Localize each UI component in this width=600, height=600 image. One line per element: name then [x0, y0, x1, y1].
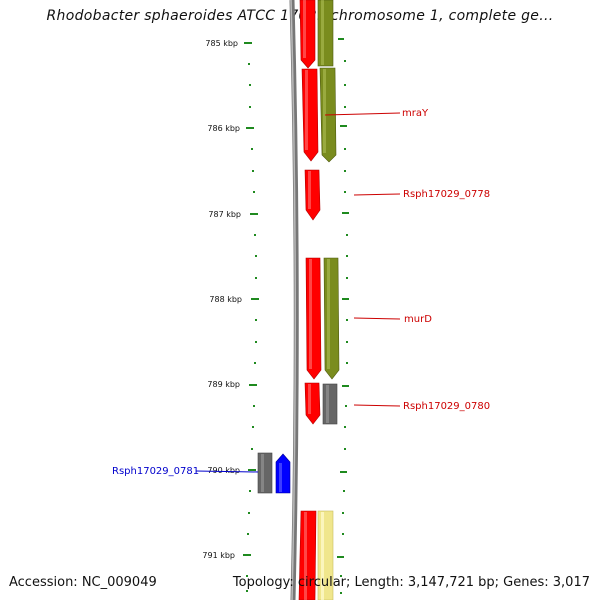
gene-arrow: [304, 382, 321, 425]
gene-arrow: [304, 169, 321, 221]
accession-text: Accession: NC_009049: [9, 575, 157, 590]
leader-line-mraY: [324, 112, 401, 116]
scale-label-789: 789 kbp: [207, 380, 240, 389]
scale-ticks-left: [243, 42, 259, 592]
gene-arrow: [299, 0, 316, 69]
gene-label-rsph0780[interactable]: Rsph17029_0780: [403, 401, 490, 412]
gene-arrow-blue[interactable]: [275, 453, 291, 494]
scale-label-785: 785 kbp: [205, 39, 238, 48]
map-title: Rhodobacter sphaeroides ATCC 17029 chrom…: [46, 8, 554, 24]
gene-label-mraY[interactable]: mraY: [402, 108, 429, 119]
gene-label-rsph0781[interactable]: Rsph17029_0781: [112, 466, 199, 477]
scale-ticks-right: [337, 38, 349, 594]
gene-block: [317, 0, 334, 67]
scale-label-788: 788 kbp: [209, 295, 242, 304]
gene-label-murD[interactable]: murD: [404, 314, 432, 325]
leader-line-murD: [353, 317, 401, 320]
leader-line-0781: [195, 470, 259, 473]
scale-label-791: 791 kbp: [202, 551, 235, 560]
genome-summary-text: Topology: circular; Length: 3,147,721 bp…: [232, 575, 590, 590]
gene-arrow: [301, 68, 319, 162]
genome-backbone-highlight: [290, 0, 297, 600]
gene-block-gray-left[interactable]: [257, 452, 273, 494]
gene-arrow: [298, 510, 317, 600]
gene-block-gray[interactable]: [322, 383, 338, 425]
scale-label-790: 790 kbp: [207, 466, 240, 475]
genome-backbone: [289, 0, 299, 600]
scale-label-787: 787 kbp: [208, 210, 241, 219]
leader-line-0778: [353, 193, 401, 196]
scale-label-786: 786 kbp: [207, 124, 240, 133]
leader-line-0780: [353, 404, 401, 407]
gene-arrow: [323, 257, 340, 380]
gene-arrow: [305, 257, 322, 380]
gene-label-rsph0778[interactable]: Rsph17029_0778: [403, 189, 490, 200]
